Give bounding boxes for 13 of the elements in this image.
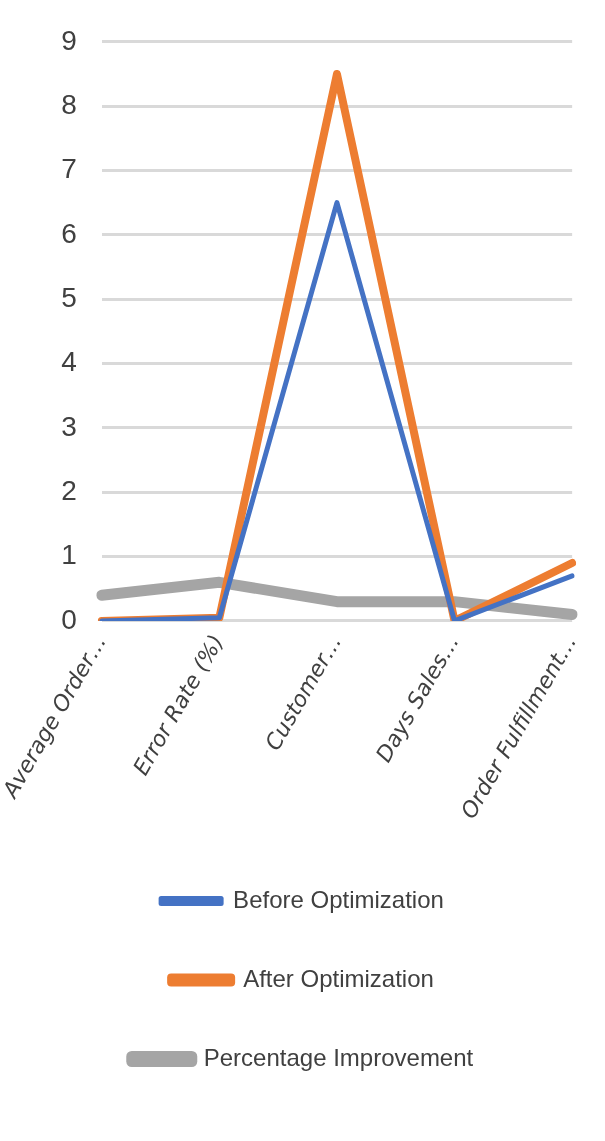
y-tick-label: 7 xyxy=(61,153,77,185)
legend-label: Percentage Improvement xyxy=(203,1043,474,1071)
y-tick-label: 3 xyxy=(61,410,77,442)
legend-label: After Optimization xyxy=(243,964,434,992)
y-tick-label: 6 xyxy=(61,217,77,249)
y-tick-label: 2 xyxy=(61,474,77,506)
y-tick-label: 8 xyxy=(61,88,77,120)
y-tick-label: 0 xyxy=(61,603,77,635)
legend-label: Before Optimization xyxy=(233,885,444,913)
y-tick-label: 5 xyxy=(61,281,77,313)
y-tick-label: 4 xyxy=(61,346,77,378)
y-tick-label: 1 xyxy=(61,539,77,571)
y-tick-label: 9 xyxy=(61,24,77,56)
